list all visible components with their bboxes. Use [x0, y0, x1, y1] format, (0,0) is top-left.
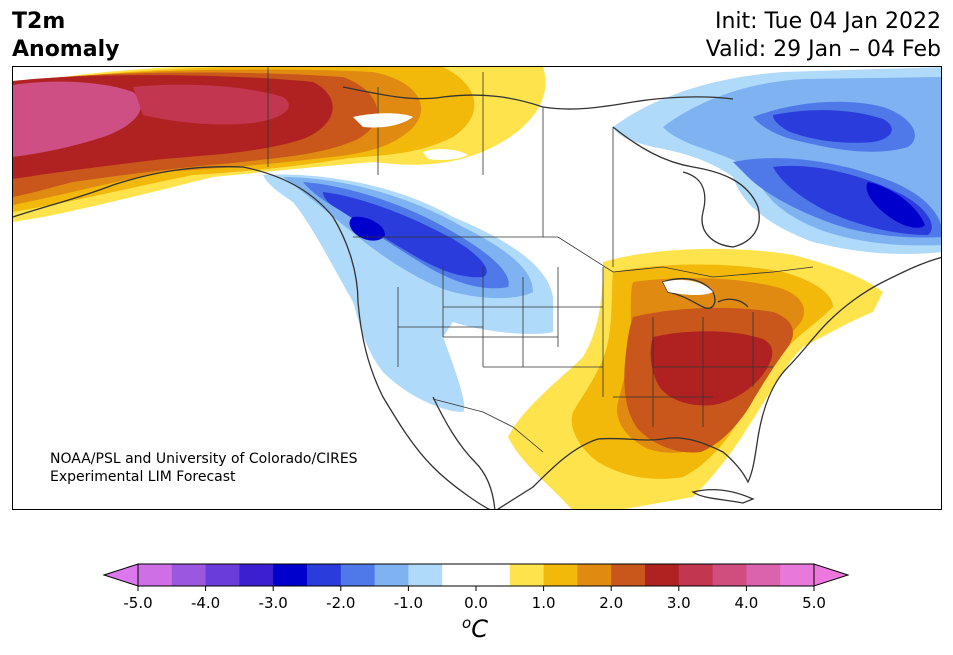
warm-anomaly-alaska: [13, 67, 546, 222]
cold-anomaly-west: [263, 174, 553, 412]
map-credit: NOAA/PSL and University of Colorado/CIRE…: [50, 451, 358, 485]
anomaly-map: NOAA/PSL and University of Colorado/CIRE…: [13, 67, 941, 509]
colorbar-tick-label: -4.0: [191, 594, 220, 612]
colorbar-swatch: [780, 564, 815, 586]
colorbar-swatch: [678, 564, 714, 586]
colorbar-swatch: [408, 564, 443, 586]
colorbar-swatches: [138, 564, 815, 586]
border-us-canada: [353, 236, 814, 278]
coastlines: [13, 86, 941, 509]
lake-fills: [353, 113, 713, 296]
colorbar-swatch: [138, 564, 173, 586]
colorbar-swatch: [543, 564, 578, 586]
borders-provinces: [377, 72, 614, 267]
colorbar-tick-label: 0.0: [464, 594, 488, 612]
lake-superior: [663, 279, 713, 296]
lake-great-bear: [353, 113, 413, 128]
colorbar-tick-label: -2.0: [326, 594, 355, 612]
colorbar-swatch: [442, 564, 477, 586]
colorbar-swatch: [307, 564, 342, 586]
credit-line-2: Experimental LIM Forecast: [50, 469, 236, 485]
anomaly-pink-nw: [13, 81, 142, 157]
anomaly-deepblue-east: [866, 182, 925, 228]
colorbar: -5.0 -4.0 -3.0 -2.0 -1.0 0.0 1.0 2.0 3.0 4.0 5.0: [0, 555, 953, 619]
colorbar-swatch: [611, 564, 646, 586]
anomaly-pink-nw2: [133, 84, 289, 125]
coastline-great-lakes: [662, 278, 749, 309]
lake-great-slave: [423, 149, 468, 160]
anomaly-deepblue-west: [349, 216, 385, 241]
colorbar-tick-label: -5.0: [123, 594, 152, 612]
coastline-hudson: [612, 126, 760, 248]
colorbar-swatch: [476, 564, 511, 586]
credit-line-1: NOAA/PSL and University of Colorado/CIRE…: [50, 451, 358, 467]
colorbar-extend-min: [102, 563, 139, 587]
map-title-line1: T2m: [12, 9, 66, 34]
valid-date: Valid: 29 Jan – 04 Feb: [705, 37, 941, 62]
colorbar-extend-max: [813, 563, 850, 587]
map-panel: NOAA/PSL and University of Colorado/CIRE…: [12, 66, 942, 510]
colorbar-unit: oC: [462, 614, 488, 643]
forecast-dates: Init: Tue 04 Jan 2022 Valid: 29 Jan – 04…: [706, 8, 941, 64]
colorbar-swatch: [509, 564, 545, 586]
colorbar-ticks: -5.0 -4.0 -3.0 -2.0 -1.0 0.0 1.0 2.0 3.0 4.0 5.0: [123, 586, 826, 612]
colorbar-swatch: [239, 564, 274, 586]
colorbar-tick-label: 4.0: [734, 594, 758, 612]
warm-anomaly-east-us: [508, 248, 883, 509]
anomaly-darkred-east: [650, 331, 773, 406]
coastline-arctic: [342, 86, 734, 110]
cold-anomaly-east: [613, 67, 941, 254]
unit-degree: o: [462, 614, 472, 632]
colorbar-tick-label: 1.0: [532, 594, 556, 612]
colorbar-tick-label: -1.0: [394, 594, 423, 612]
colorbar-swatch: [577, 564, 612, 586]
colorbar-swatch: [746, 564, 781, 586]
anomaly-strongblue-east: [773, 110, 892, 143]
coastline-alaska: [13, 166, 491, 509]
anomaly-lightblue-west: [263, 174, 553, 412]
political-borders: [267, 67, 814, 453]
coastline-gulf: [496, 256, 941, 509]
colorbar-tick-label: -3.0: [259, 594, 288, 612]
colorbar-swatch: [645, 564, 680, 586]
colorbar-svg: -5.0 -4.0 -3.0 -2.0 -1.0 0.0 1.0 2.0 3.0 4.0 5.0: [102, 563, 850, 612]
colorbar-tick-label: 2.0: [599, 594, 623, 612]
colorbar-swatch: [712, 564, 747, 586]
coastline-baja: [432, 396, 496, 509]
anomaly-strongblue-west: [323, 192, 487, 278]
colorbar-tick-label: 3.0: [667, 594, 691, 612]
colorbar-swatch: [205, 564, 240, 586]
borders-states: [397, 267, 773, 427]
map-title-line2: Anomaly: [12, 37, 120, 62]
unit-celsius: C: [471, 615, 488, 643]
init-date: Init: Tue 04 Jan 2022: [714, 9, 941, 34]
colorbar-swatch: [273, 564, 308, 586]
colorbar-swatch: [374, 564, 409, 586]
border-us-mexico: [432, 398, 544, 453]
map-title: T2m Anomaly: [12, 8, 119, 64]
coastline-cuba: [691, 488, 755, 504]
colorbar-swatch: [171, 564, 207, 586]
colorbar-swatch: [340, 564, 376, 586]
colorbar-tick-label: 5.0: [802, 594, 826, 612]
